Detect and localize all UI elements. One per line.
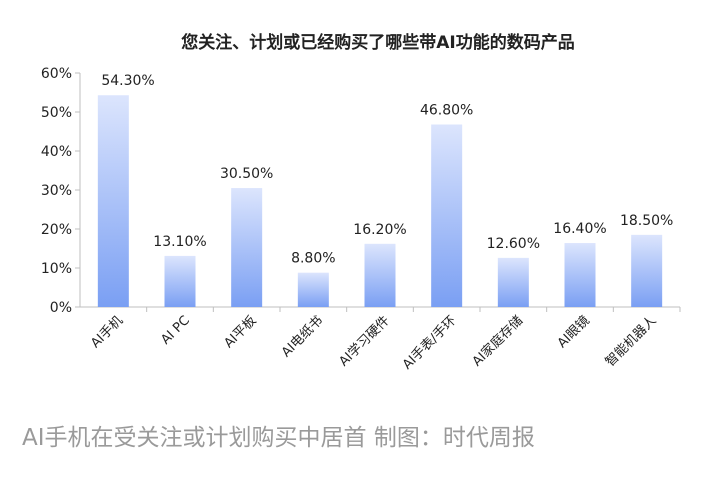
bar <box>497 257 529 307</box>
value-label: 12.60% <box>487 236 540 252</box>
y-tick-label: 0% <box>50 300 72 316</box>
bars <box>97 95 663 307</box>
bar-chart-svg: 您关注、计划或已经购买了哪些带AI功能的数码产品 0% 10% 20% 30% 40% 5… <box>41 32 681 373</box>
value-label: 18.50% <box>620 213 673 229</box>
y-tick-label: 50% <box>41 105 72 121</box>
bar <box>431 124 463 307</box>
category-label: AI学习硬件 <box>336 313 393 370</box>
value-label: 16.20% <box>353 222 406 238</box>
labels: 54.30% AI手机 13.10% AI PC 30.50% AI平板 8.80% AI电纸… <box>88 73 673 372</box>
category-label: AI PC <box>158 313 192 347</box>
bar <box>97 95 129 307</box>
bar <box>564 243 596 307</box>
chart-caption: AI手机在受关注或计划购买中居首 制图：时代周报 <box>22 425 535 451</box>
y-tick-label: 40% <box>41 144 72 160</box>
category-label: AI手表/手环 <box>400 313 459 372</box>
value-label: 16.40% <box>553 221 606 237</box>
category-label: AI手机 <box>88 313 126 351</box>
bar <box>164 255 196 307</box>
bar <box>631 234 663 307</box>
category-label: AI眼镜 <box>555 313 593 351</box>
category-label: AI家庭存储 <box>469 313 526 370</box>
chart: 您关注、计划或已经购买了哪些带AI功能的数码产品 0% 10% 20% 30% 40% 5… <box>41 32 681 373</box>
value-label: 8.80% <box>291 251 335 267</box>
value-label: 46.80% <box>420 102 473 118</box>
y-tick-label: 10% <box>41 261 72 277</box>
value-label: 13.10% <box>153 234 206 250</box>
bar <box>231 188 263 307</box>
bar <box>297 272 329 307</box>
y-tick-label: 60% <box>41 66 72 82</box>
category-label: AI平板 <box>221 313 259 351</box>
category-label: 智能机器人 <box>603 313 660 370</box>
y-tick-label: 20% <box>41 222 72 238</box>
y-tick-label: 30% <box>41 183 72 199</box>
value-label: 30.50% <box>220 166 273 182</box>
chart-title: 您关注、计划或已经购买了哪些带AI功能的数码产品 <box>181 32 574 53</box>
bar <box>364 243 396 307</box>
value-label: 54.30% <box>101 73 154 89</box>
category-label: AI电纸书 <box>279 313 326 360</box>
